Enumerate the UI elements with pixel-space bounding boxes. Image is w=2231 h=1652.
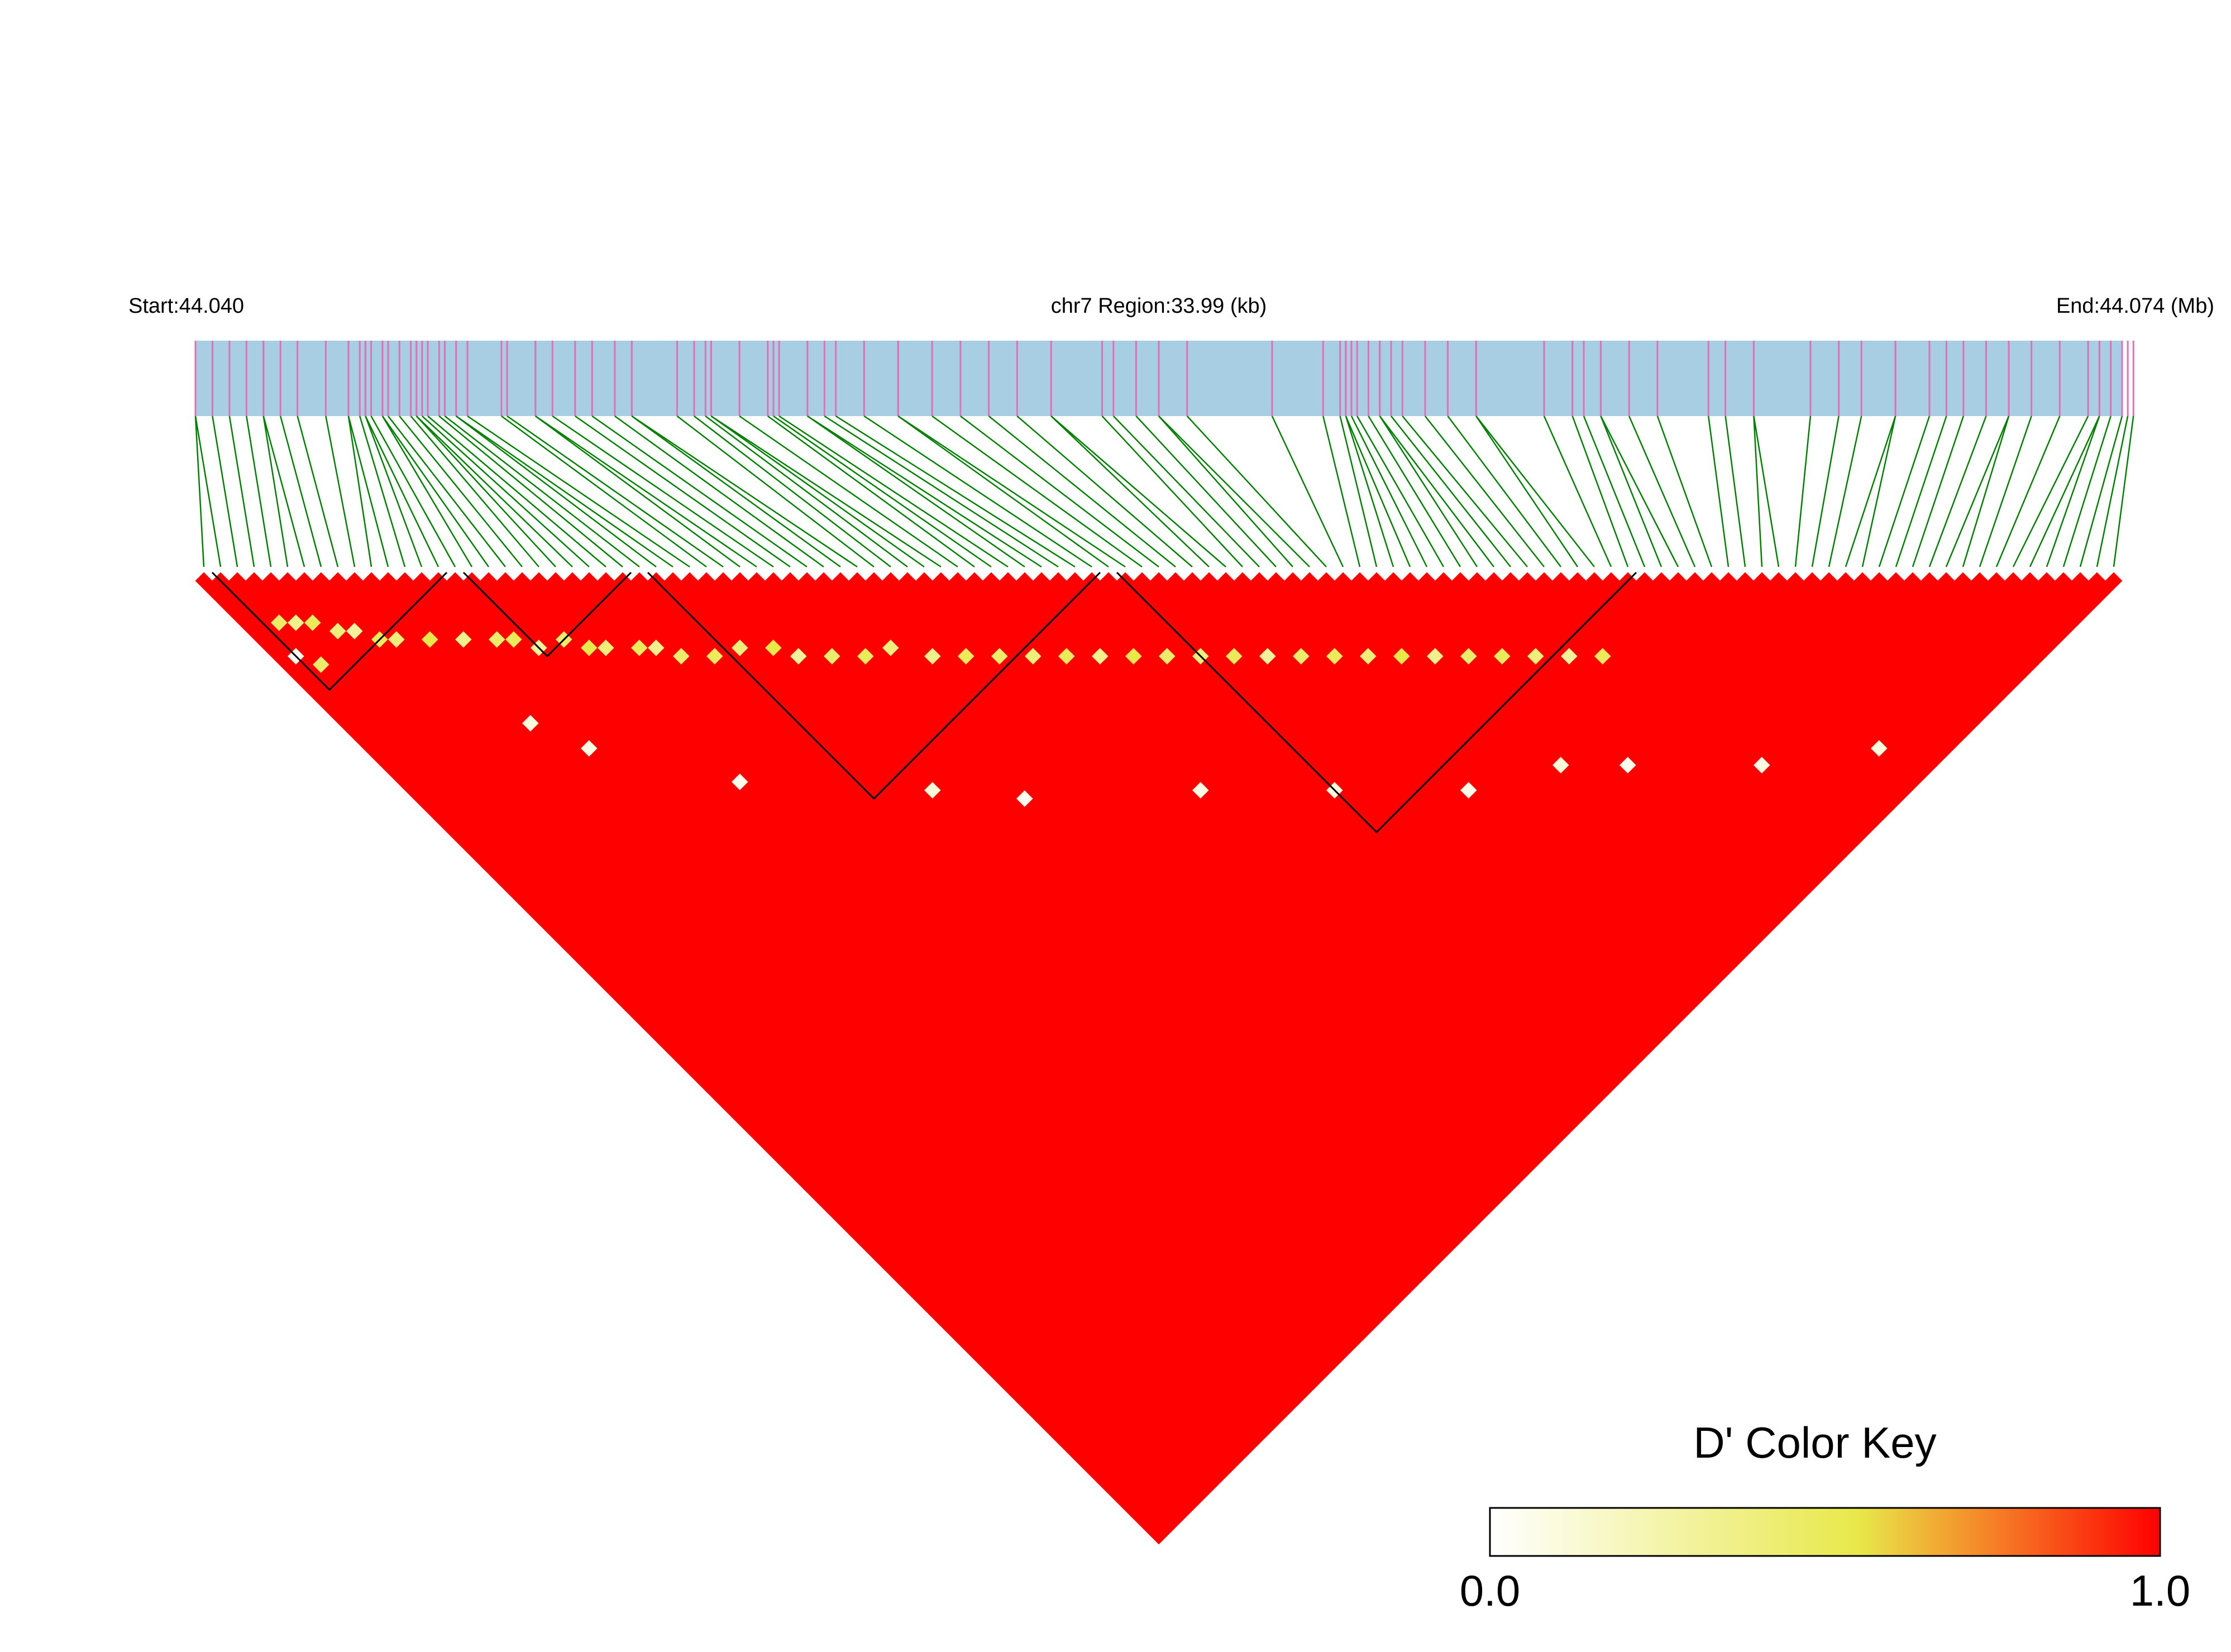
snp-connector — [1380, 416, 1494, 567]
region-title: chr7 Region:33.99 (kb) — [1051, 294, 1267, 318]
snp-connector — [1544, 416, 1611, 567]
snp-connector — [280, 416, 321, 567]
snp-connector — [575, 416, 790, 567]
snp-connector — [507, 416, 723, 567]
snp-connector — [1963, 416, 2009, 567]
snp-connector — [932, 416, 1142, 567]
snp-connector — [1584, 416, 1645, 567]
ld-heatmap — [195, 572, 2122, 1544]
snp-connector — [1351, 416, 1427, 567]
snp-connector — [779, 416, 1008, 567]
snp-connector — [1102, 416, 1243, 567]
snp-connector — [1272, 416, 1343, 567]
snp-connector — [1601, 416, 1661, 567]
snp-connector — [989, 416, 1176, 567]
snp-connector — [1017, 416, 1192, 567]
snp-connector — [2047, 416, 2099, 567]
snp-connector — [1159, 416, 1310, 567]
region-end-label: End:44.074 (Mb) — [2056, 294, 2214, 318]
snp-connector — [326, 416, 355, 567]
snp-connector — [1862, 416, 1895, 567]
snp-connector — [1391, 416, 1511, 567]
snp-connector — [808, 416, 1025, 567]
snp-connector — [824, 416, 1058, 567]
snp-connector — [1159, 416, 1293, 567]
snp-connector — [961, 416, 1159, 567]
snp-connector — [1846, 416, 1895, 567]
snp-connector — [417, 416, 572, 567]
snp-connector — [1708, 416, 1728, 567]
snp-connector — [1187, 416, 1326, 567]
snp-connector — [711, 416, 924, 567]
snp-connector — [1476, 416, 1594, 567]
snp-connector — [501, 416, 706, 567]
snp-connector — [1340, 416, 1377, 567]
snp-connector — [1829, 416, 1861, 567]
snp-connector — [2030, 416, 2099, 567]
snp-connector — [1573, 416, 1628, 567]
snp-connector-lines — [195, 416, 2133, 567]
snp-connector — [1726, 416, 1745, 567]
snp-connector — [536, 416, 740, 567]
snp-connector — [898, 416, 1125, 567]
snp-connector — [298, 416, 338, 567]
snp-connector — [1368, 416, 1460, 567]
snp-connector — [439, 416, 623, 567]
snp-connector — [1114, 416, 1259, 567]
snp-connector — [1795, 416, 1810, 567]
snp-connector — [399, 416, 522, 567]
snp-connector — [1136, 416, 1276, 567]
snp-connector — [864, 416, 1092, 567]
region-start-label: Start:44.040 — [128, 294, 244, 318]
snp-connector — [1323, 416, 1360, 567]
snp-connector — [1812, 416, 1839, 567]
snp-connector — [1380, 416, 1477, 567]
